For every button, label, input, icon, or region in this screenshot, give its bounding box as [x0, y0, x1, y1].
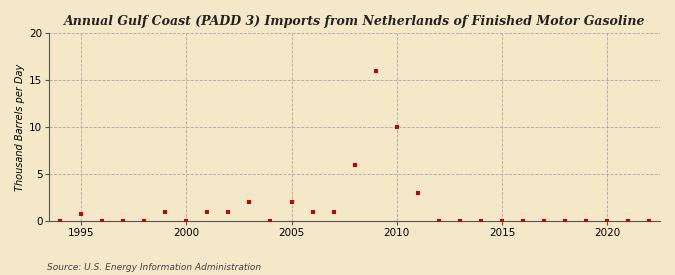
Point: [117, 219, 128, 223]
Point: [518, 219, 529, 223]
Point: [371, 69, 381, 73]
Point: [560, 219, 570, 223]
Point: [581, 219, 592, 223]
Point: [202, 210, 213, 214]
Point: [223, 210, 234, 214]
Point: [76, 211, 86, 216]
Point: [286, 200, 297, 205]
Point: [97, 219, 107, 223]
Point: [454, 219, 465, 223]
Point: [433, 219, 444, 223]
Point: [265, 219, 276, 223]
Y-axis label: Thousand Barrels per Day: Thousand Barrels per Day: [15, 64, 25, 191]
Point: [55, 219, 65, 223]
Point: [244, 200, 254, 205]
Point: [160, 210, 171, 214]
Point: [139, 219, 150, 223]
Text: Source: U.S. Energy Information Administration: Source: U.S. Energy Information Administ…: [47, 263, 261, 272]
Point: [602, 219, 613, 223]
Point: [392, 125, 402, 130]
Point: [539, 219, 549, 223]
Point: [328, 210, 339, 214]
Point: [349, 163, 360, 167]
Title: Annual Gulf Coast (PADD 3) Imports from Netherlands of Finished Motor Gasoline: Annual Gulf Coast (PADD 3) Imports from …: [64, 15, 645, 28]
Point: [476, 219, 487, 223]
Point: [307, 210, 318, 214]
Point: [181, 219, 192, 223]
Point: [412, 191, 423, 195]
Point: [623, 219, 634, 223]
Point: [497, 219, 508, 223]
Point: [644, 219, 655, 223]
